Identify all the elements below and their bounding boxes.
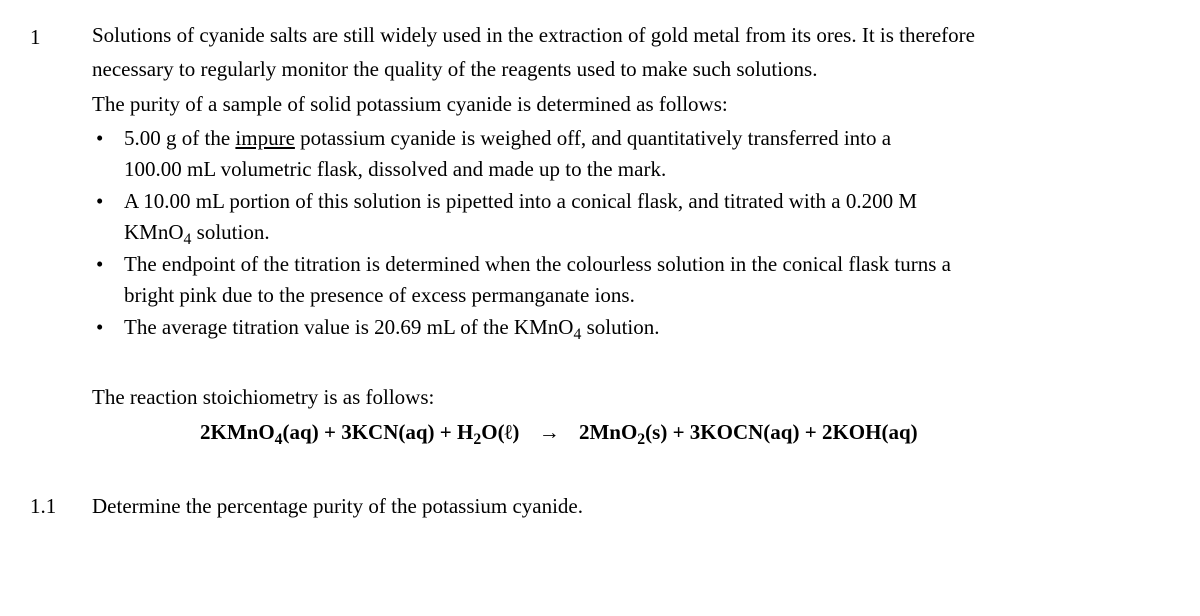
species: KMnO	[211, 420, 275, 444]
formula-suffix: solution.	[191, 220, 269, 244]
bullet1-line2: 100.00 mL volumetric flask, dissolved an…	[124, 154, 1170, 184]
species: KOCN	[700, 420, 763, 444]
bullet2-line2: KMnO4 solution.	[124, 217, 1170, 247]
bullet1-prefix: 5.00 g of the	[124, 126, 235, 150]
bullet-item-1: • 5.00 g of the impure potassium cyanide…	[92, 123, 1170, 184]
species: O	[481, 420, 497, 444]
intro-line-1: Solutions of cyanide salts are still wid…	[92, 20, 1170, 50]
bullet-content: The average titration value is 20.69 mL …	[124, 312, 1170, 342]
plus: +	[799, 420, 821, 444]
bullet-item-2: • A 10.00 mL portion of this solution is…	[92, 186, 1170, 247]
reaction-arrow: →	[539, 417, 560, 447]
plus: +	[435, 420, 457, 444]
coef: 2	[822, 420, 833, 444]
state: (ℓ)	[498, 420, 520, 444]
bullet-content: 5.00 g of the impure potassium cyanide i…	[124, 123, 1170, 184]
question-1: 1 Solutions of cyanide salts are still w…	[30, 20, 1170, 447]
bullet1-suffix: potassium cyanide is weighed off, and qu…	[295, 126, 891, 150]
chemical-equation: 2KMnO4(aq) + 3KCN(aq) + H2O(ℓ) → 2MnO2(s…	[92, 417, 1170, 447]
subquestion-1-1: 1.1 Determine the percentage purity of t…	[30, 491, 1170, 521]
species: H	[457, 420, 473, 444]
question-body: Solutions of cyanide salts are still wid…	[92, 20, 1170, 447]
bullet-marker: •	[92, 249, 106, 310]
coef: 3	[690, 420, 701, 444]
sub: 2	[637, 431, 645, 448]
bullet-item-3: • The endpoint of the titration is deter…	[92, 249, 1170, 310]
intro-line-2: necessary to regularly monitor the quali…	[92, 54, 1170, 84]
state: (aq)	[763, 420, 799, 444]
bullet-content: A 10.00 mL portion of this solution is p…	[124, 186, 1170, 247]
species: MnO	[589, 420, 637, 444]
state: (aq)	[283, 420, 319, 444]
intro-line-3: The purity of a sample of solid potassiu…	[92, 89, 1170, 119]
question-number: 1	[30, 20, 60, 447]
bullet3-line1: The endpoint of the titration is determi…	[124, 249, 1170, 279]
subquestion-number: 1.1	[30, 491, 60, 521]
state: (aq)	[881, 420, 917, 444]
bullet-content: The endpoint of the titration is determi…	[124, 249, 1170, 310]
plus: +	[319, 420, 341, 444]
coef: 2	[200, 420, 211, 444]
bullet4-prefix: The average titration value is 20.69 mL …	[124, 315, 573, 339]
plus: +	[667, 420, 689, 444]
bullet-item-4: • The average titration value is 20.69 m…	[92, 312, 1170, 342]
eq-lhs: 2KMnO4(aq) + 3KCN(aq) + H2O(ℓ)	[200, 420, 519, 444]
coef: 3	[341, 420, 352, 444]
sub: 4	[275, 431, 283, 448]
state: (aq)	[398, 420, 434, 444]
bullet-marker: •	[92, 186, 106, 247]
coef: 2	[579, 420, 590, 444]
subquestion-text: Determine the percentage purity of the p…	[92, 491, 583, 521]
bullet3-line2: bright pink due to the presence of exces…	[124, 280, 1170, 310]
state: (s)	[645, 420, 667, 444]
formula-text: KMnO	[124, 220, 184, 244]
stoich-intro: The reaction stoichiometry is as follows…	[92, 382, 1170, 412]
bullet2-line1: A 10.00 mL portion of this solution is p…	[124, 186, 1170, 216]
species: KCN	[352, 420, 399, 444]
bullet-marker: •	[92, 123, 106, 184]
bullet1-underlined: impure	[235, 126, 294, 150]
bullet4-suffix: solution.	[581, 315, 659, 339]
eq-rhs: 2MnO2(s) + 3KOCN(aq) + 2KOH(aq)	[579, 420, 918, 444]
bullet-marker: •	[92, 312, 106, 342]
procedure-list: • 5.00 g of the impure potassium cyanide…	[92, 123, 1170, 342]
species: KOH	[832, 420, 881, 444]
stoichiometry-section: The reaction stoichiometry is as follows…	[92, 382, 1170, 447]
